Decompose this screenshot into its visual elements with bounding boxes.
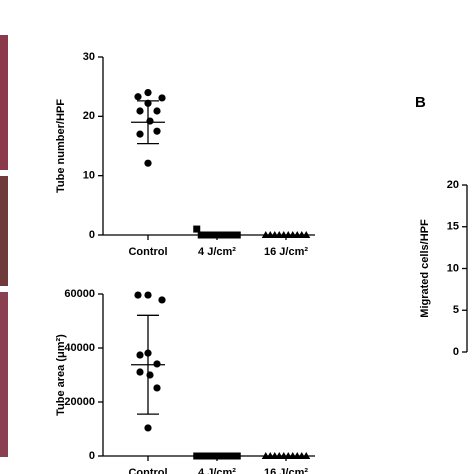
y-tick-label: 10: [83, 170, 95, 182]
point: [233, 231, 241, 239]
y-tick-label: 0: [89, 450, 95, 462]
micrograph-strip: [0, 35, 8, 170]
point: [144, 159, 152, 167]
y-tick-label: 10: [447, 262, 459, 274]
y-tick-label: 20000: [64, 396, 95, 408]
error-bar: [137, 100, 159, 145]
x-tick-label: 4 J/cm²: [198, 467, 236, 474]
y-tick-label: 0: [89, 229, 95, 241]
point: [158, 94, 166, 102]
micrograph-strip: [0, 292, 8, 457]
point: [134, 93, 142, 101]
point: [136, 351, 144, 359]
point: [229, 452, 237, 460]
y-tick-label: 0: [453, 346, 459, 358]
point: [136, 107, 144, 115]
point: [153, 127, 161, 135]
point: [224, 452, 232, 460]
y-tick-label: 15: [447, 221, 459, 233]
point: [302, 452, 311, 459]
y-tick-label: 30: [83, 51, 95, 63]
micrograph-strip: [0, 176, 8, 286]
point: [144, 291, 152, 299]
point: [211, 452, 219, 460]
point: [153, 360, 161, 368]
y-tick-label: 40000: [64, 342, 95, 354]
point: [215, 452, 223, 460]
x-tick-label: Control: [128, 467, 167, 474]
point: [158, 296, 166, 304]
x-tick-label: 4 J/cm²: [198, 246, 236, 258]
point: [153, 107, 161, 115]
point: [233, 452, 241, 460]
point: [153, 384, 161, 392]
point: [193, 452, 201, 460]
point: [134, 291, 142, 299]
point: [136, 368, 144, 376]
point: [215, 231, 223, 239]
point: [202, 452, 210, 460]
x-tick-label: Control: [128, 246, 167, 258]
y-tick-label: 5: [453, 304, 459, 316]
point: [220, 231, 228, 239]
point: [197, 452, 205, 460]
point: [197, 231, 205, 239]
point: [144, 89, 152, 97]
y-tick-label: 60000: [64, 288, 95, 300]
panel-label: B: [415, 94, 426, 111]
x-tick-label: 16 J/cm²: [264, 246, 308, 258]
y-tick-label: 20: [447, 179, 459, 191]
error-bar: [137, 314, 159, 415]
point: [224, 231, 232, 239]
point: [206, 231, 214, 239]
point: [193, 225, 201, 233]
point: [302, 231, 311, 238]
point: [220, 452, 228, 460]
point: [229, 231, 237, 239]
y-axis-label: Tube number/HPF: [55, 99, 67, 193]
point: [144, 424, 152, 432]
y-axis-label: Tube area (μm²): [55, 334, 67, 416]
point: [136, 130, 144, 138]
point: [211, 231, 219, 239]
x-tick-label: 16 J/cm²: [264, 467, 308, 474]
y-tick-label: 20: [83, 110, 95, 122]
point: [206, 452, 214, 460]
y-axis-label: Migrated cells/HPF: [419, 219, 431, 318]
point: [202, 231, 210, 239]
